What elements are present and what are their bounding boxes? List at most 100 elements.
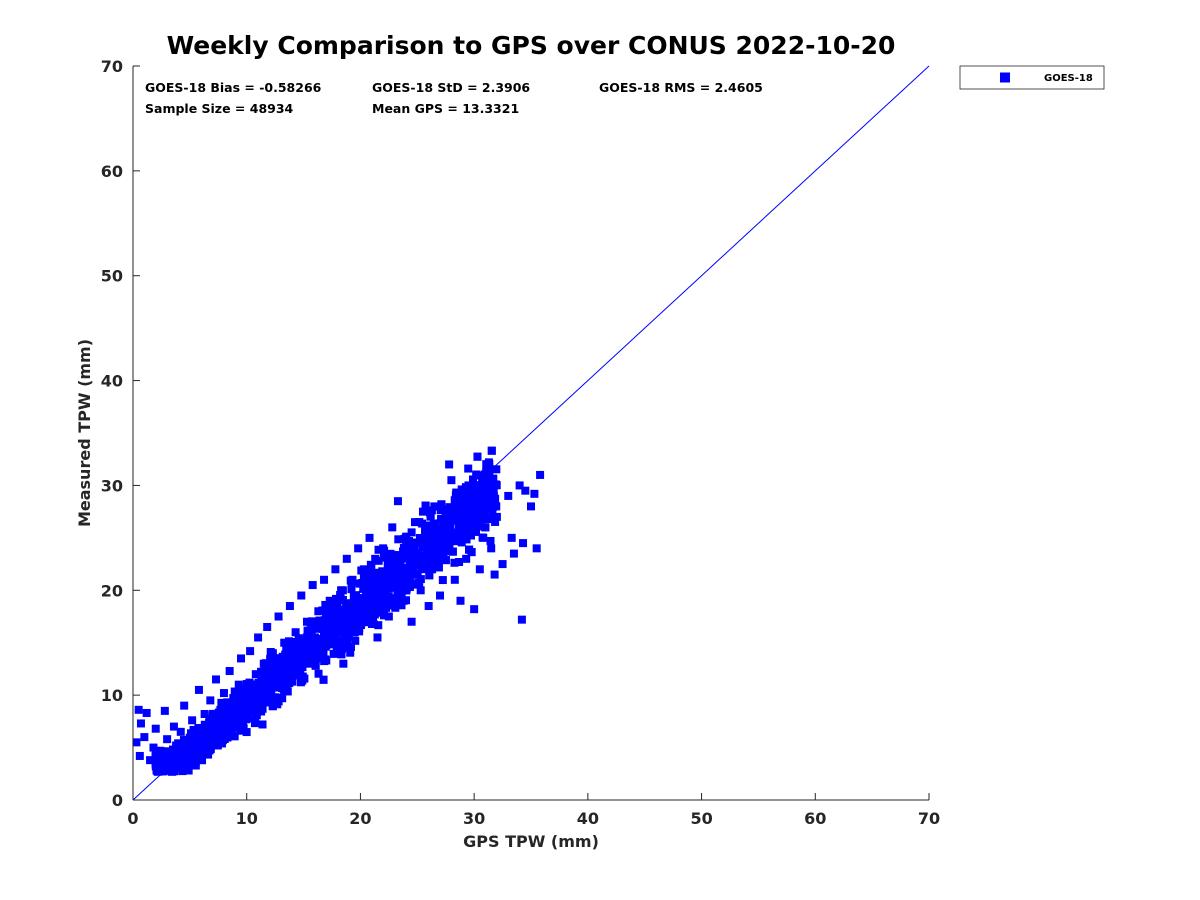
data-point-cloud xyxy=(346,648,355,657)
data-point-cloud xyxy=(174,739,183,748)
data-point-cloud xyxy=(268,702,277,711)
data-point-cloud xyxy=(401,580,410,589)
data-point-cloud xyxy=(216,722,225,731)
data-point-cloud xyxy=(465,545,474,554)
data-point-138 xyxy=(527,502,535,511)
data-point-cloud xyxy=(474,514,483,523)
data-point-64 xyxy=(308,581,317,590)
data-point-cloud xyxy=(341,637,350,646)
data-point-cloud xyxy=(491,517,500,526)
data-point-cloud xyxy=(195,740,204,749)
data-point-cloud xyxy=(372,582,381,591)
data-point-cloud xyxy=(166,755,175,764)
data-point-cloud xyxy=(286,670,295,679)
data-point-cloud xyxy=(359,573,368,582)
data-point-cloud xyxy=(264,693,273,702)
data-point-45 xyxy=(254,633,263,642)
data-point-cloud xyxy=(292,671,301,680)
stat-mean-gps: Mean GPS = 13.3321 xyxy=(372,101,519,116)
data-point-cloud xyxy=(445,503,454,512)
data-point-cloud xyxy=(444,526,453,535)
data-point-cloud xyxy=(174,745,183,754)
data-point-cloud xyxy=(268,675,277,684)
data-point-cloud xyxy=(273,700,282,709)
data-point-cloud xyxy=(357,600,366,609)
data-point-cloud xyxy=(441,556,450,565)
data-point-6 xyxy=(146,756,155,765)
data-point-cloud xyxy=(225,711,234,720)
data-point-cloud xyxy=(379,551,388,560)
data-point-cloud xyxy=(220,708,229,717)
data-point-cloud xyxy=(322,616,331,625)
data-point-cloud xyxy=(368,619,377,628)
data-point-cloud xyxy=(476,498,485,507)
data-point-cloud xyxy=(466,520,475,529)
data-point-cloud xyxy=(468,475,477,484)
data-point-cloud xyxy=(279,685,288,694)
stat-bias: GOES-18 Bias = -0.58266 xyxy=(145,80,322,95)
data-point-94 xyxy=(393,497,402,506)
data-point-cloud xyxy=(397,601,406,610)
data-point-cloud xyxy=(310,649,319,658)
data-point-cloud xyxy=(189,729,198,738)
data-point-cloud xyxy=(452,510,461,519)
data-point-cloud xyxy=(436,506,445,515)
data-point-cloud xyxy=(195,724,204,733)
data-point-cloud xyxy=(257,707,266,716)
data-point-cloud xyxy=(381,584,390,593)
data-point-116 xyxy=(456,596,465,605)
data-point-cloud xyxy=(455,558,464,567)
data-point-cloud xyxy=(351,636,360,645)
x-tick-label-40: 40 xyxy=(577,809,599,828)
data-point-cloud xyxy=(345,613,354,622)
data-point-cloud xyxy=(262,671,271,680)
data-point-cloud xyxy=(370,610,379,619)
data-point-cloud xyxy=(349,628,358,637)
data-point-cloud xyxy=(329,640,338,649)
data-point-cloud xyxy=(466,531,475,540)
data-point-141 xyxy=(536,470,545,479)
legend-label-goes-18: GOES-18 xyxy=(1044,73,1093,84)
data-point-cloud xyxy=(464,464,473,473)
data-point-cloud xyxy=(415,533,424,542)
data-point-68 xyxy=(320,575,329,584)
data-point-cloud xyxy=(269,659,278,668)
data-point-38 xyxy=(234,680,243,689)
data-point-19 xyxy=(180,701,189,710)
data-point-cloud xyxy=(172,758,181,767)
data-point-cloud xyxy=(470,491,479,500)
data-point-cloud xyxy=(338,586,347,595)
data-point-cloud xyxy=(453,491,462,500)
data-point-cloud xyxy=(281,650,290,659)
data-point-cloud xyxy=(231,719,240,728)
data-point-cloud xyxy=(478,533,487,542)
data-point-cloud xyxy=(365,601,374,610)
data-point-cloud xyxy=(175,750,184,759)
data-point-cloud xyxy=(483,478,492,487)
data-point-cloud xyxy=(315,616,324,625)
data-point-cloud xyxy=(319,675,328,684)
data-point-cloud xyxy=(374,621,383,630)
data-point-113 xyxy=(447,476,456,485)
data-point-cloud xyxy=(437,539,446,548)
data-point-5 xyxy=(142,708,151,717)
data-point-8 xyxy=(151,724,160,733)
data-point-cloud xyxy=(397,553,406,562)
data-point-cloud xyxy=(273,694,282,703)
data-point-103 xyxy=(418,507,427,516)
data-point-cloud xyxy=(234,711,243,720)
data-point-24 xyxy=(194,685,203,694)
data-point-140 xyxy=(532,544,541,553)
data-point-cloud xyxy=(169,745,178,754)
data-point-cloud xyxy=(418,560,427,569)
data-point-118 xyxy=(462,554,471,563)
data-point-cloud xyxy=(163,747,172,756)
data-point-cloud xyxy=(426,512,435,521)
data-point-cloud xyxy=(387,550,396,559)
data-point-cloud xyxy=(377,608,386,617)
data-point-cloud xyxy=(338,596,347,605)
data-point-28 xyxy=(206,696,215,705)
data-point-cloud xyxy=(488,509,497,518)
data-point-135 xyxy=(517,615,526,624)
data-point-cloud xyxy=(190,756,199,765)
